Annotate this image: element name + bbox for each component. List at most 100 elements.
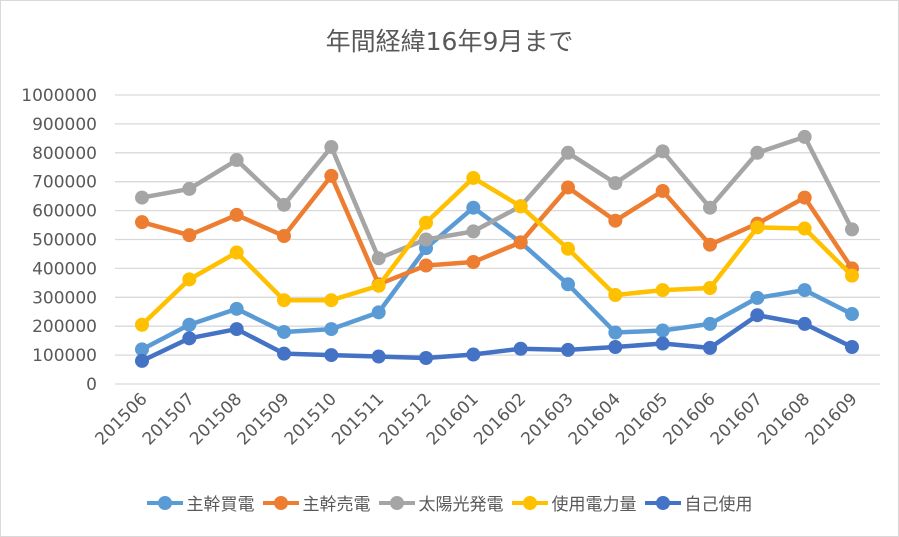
data-point (419, 258, 433, 273)
data-point (797, 190, 812, 205)
data-point (466, 347, 481, 362)
legend-item: 使用電力量 (511, 490, 637, 515)
x-tick-label: 201510 (281, 389, 341, 449)
legend-label: 主幹売電 (302, 495, 371, 515)
series-line (141, 134, 855, 261)
y-tick-label: 200000 (32, 317, 97, 337)
y-tick-label: 900000 (32, 115, 97, 135)
data-point (182, 228, 197, 243)
data-point (655, 323, 670, 338)
data-point (419, 350, 433, 365)
data-point (277, 229, 291, 244)
y-tick-label: 700000 (32, 173, 97, 193)
data-point (135, 353, 149, 368)
x-tick-label: 201506 (91, 389, 151, 449)
data-point (324, 140, 339, 155)
data-point (135, 317, 149, 332)
x-tick-label: 201507 (139, 389, 199, 449)
data-point (277, 197, 291, 212)
data-point (371, 278, 386, 293)
data-point (324, 168, 339, 183)
data-point (561, 180, 575, 195)
x-tick-label: 201605 (612, 389, 672, 449)
data-point (277, 293, 291, 308)
y-tick-label: 400000 (32, 259, 97, 279)
data-point (608, 213, 623, 228)
legend-marker-icon (644, 492, 681, 514)
data-point (797, 283, 812, 298)
data-point (797, 129, 812, 144)
data-point (466, 170, 481, 185)
data-point (324, 322, 339, 337)
x-tick-label: 201606 (659, 389, 719, 449)
data-point (513, 235, 528, 250)
legend-item: 主幹売電 (262, 490, 371, 515)
x-tick-label: 201601 (423, 389, 483, 449)
y-tick-label: 1000000 (21, 86, 97, 106)
data-point (229, 153, 244, 168)
legend-label: 太陽光発電 (418, 495, 504, 515)
y-tick-label: 600000 (32, 202, 97, 222)
x-tick-label: 201602 (470, 389, 530, 449)
data-point (182, 331, 197, 346)
y-tick-label: 800000 (32, 144, 97, 164)
legend-item: 自己使用 (644, 490, 753, 515)
data-point (750, 145, 765, 160)
data-point (135, 190, 149, 205)
data-point (608, 287, 623, 302)
data-point (419, 232, 433, 247)
data-point (324, 348, 339, 363)
data-point (561, 241, 575, 256)
data-point (703, 340, 717, 355)
data-point (750, 220, 765, 235)
data-point (135, 215, 149, 230)
series-line (140, 205, 854, 352)
legend: 主幹買電 主幹売電 太陽光発電 使用電力量 自己使用 (0, 490, 899, 515)
data-point (703, 200, 717, 215)
data-point (466, 200, 481, 215)
data-point (371, 251, 386, 266)
x-tick-label: 201608 (754, 389, 814, 449)
legend-item: 太陽光発電 (378, 490, 504, 515)
data-point (513, 199, 528, 214)
x-tick-label: 201603 (517, 389, 577, 449)
data-point (182, 317, 197, 332)
y-tick-label: 500000 (32, 231, 97, 251)
data-point (419, 215, 433, 230)
data-point (513, 341, 528, 356)
data-point (561, 277, 575, 292)
data-point (655, 283, 670, 298)
data-point (466, 255, 481, 270)
x-tick-label: 201509 (233, 389, 293, 449)
data-point (703, 281, 717, 296)
x-tick-label: 201512 (375, 389, 435, 449)
data-point (277, 324, 291, 339)
data-point (797, 221, 812, 236)
data-point (655, 183, 670, 198)
x-tick-label: 201607 (707, 389, 767, 449)
x-tick-label: 201604 (565, 389, 625, 449)
x-tick-label: 201609 (801, 389, 861, 449)
legend-marker-icon (378, 492, 415, 514)
data-point (655, 144, 670, 159)
data-point (182, 181, 197, 196)
legend-label: 主幹買電 (186, 495, 255, 515)
chart-title: 年間経緯16年9月まで (325, 27, 574, 56)
series-line (141, 312, 853, 363)
data-point (845, 268, 859, 283)
data-point (229, 322, 244, 337)
x-tick-label: 201511 (328, 389, 388, 449)
data-point (561, 145, 575, 160)
data-point (608, 176, 623, 191)
legend-item: 主幹買電 (146, 490, 255, 515)
data-point (324, 293, 339, 308)
series-line (140, 175, 854, 327)
legend-label: 使用電力量 (551, 495, 637, 515)
data-point (845, 340, 859, 355)
data-point (750, 308, 765, 323)
data-point (277, 346, 291, 361)
y-tick-label: 100000 (32, 346, 97, 366)
data-point (561, 342, 575, 357)
data-point (371, 305, 386, 320)
